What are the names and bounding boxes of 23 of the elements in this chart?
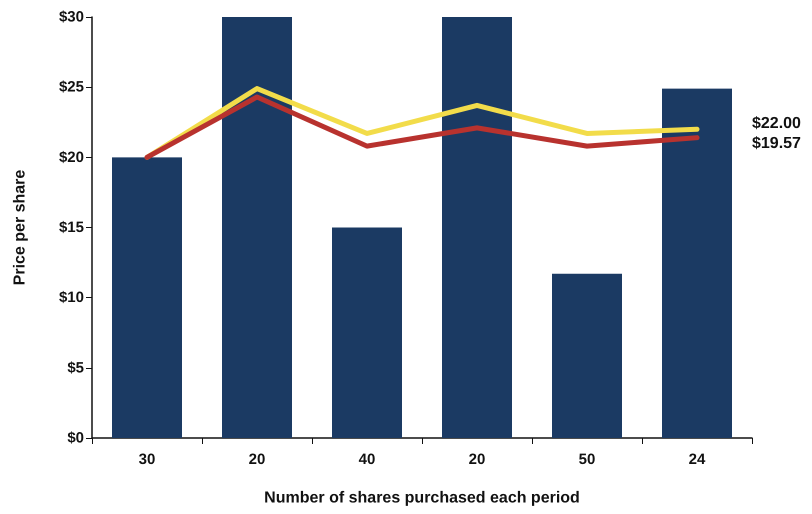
annotation: $19.57 [752, 134, 802, 152]
x-tick-label: 40 [358, 451, 376, 468]
y-tick-label: $5 [67, 359, 84, 376]
x-tick-label: 50 [578, 451, 596, 468]
x-tick-label: 20 [248, 451, 266, 468]
x-tick-label: 24 [688, 451, 706, 468]
bar [552, 274, 622, 438]
bar [442, 17, 512, 438]
y-tick-label: $30 [58, 8, 84, 26]
x-tick-label: 30 [138, 451, 156, 468]
y-tick-label: $0 [67, 430, 84, 446]
bar [112, 157, 182, 438]
y-tick-label: $20 [58, 148, 84, 166]
y-axis-title: Price per share [12, 170, 28, 286]
x-axis-title: Number of shares purchased each period [264, 490, 580, 506]
x-tick-label: 20 [468, 451, 486, 468]
bar [662, 88, 732, 438]
y-tick-label: $10 [58, 289, 84, 306]
y-tick-label: $25 [58, 78, 84, 96]
bar [332, 228, 402, 438]
y-tick-label: $15 [58, 219, 84, 236]
annotation: $22.00 [752, 114, 802, 132]
bar [222, 17, 292, 438]
